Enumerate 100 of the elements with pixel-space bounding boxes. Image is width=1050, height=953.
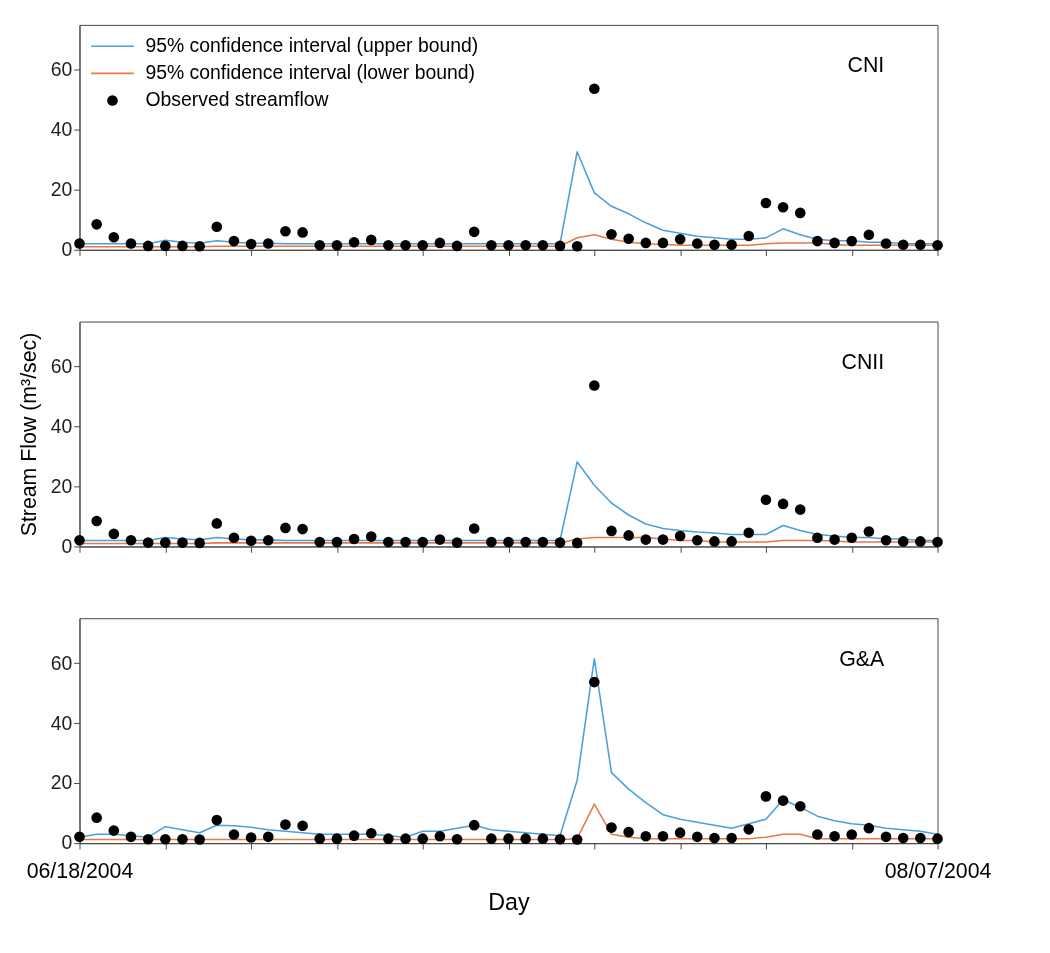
point (383, 833, 394, 844)
point (262, 238, 274, 249)
point (177, 537, 188, 548)
point (211, 518, 223, 529)
point (794, 207, 806, 219)
y-tick-label: 60 (50, 354, 73, 377)
point (91, 515, 102, 527)
point (314, 536, 326, 548)
y-tick-label: 20 (50, 771, 73, 794)
point (91, 812, 102, 823)
point (331, 240, 343, 251)
point (417, 240, 429, 251)
point (915, 832, 926, 844)
point (606, 525, 617, 537)
point (709, 536, 720, 547)
point (691, 534, 703, 546)
point (863, 526, 875, 537)
point (760, 197, 772, 209)
x-tick-label: 08/07/2004 (884, 858, 992, 883)
point (331, 833, 343, 844)
point (657, 534, 669, 545)
point (228, 532, 240, 544)
point (348, 533, 360, 545)
point (640, 237, 652, 249)
point (314, 240, 326, 251)
point (589, 83, 600, 95)
y-tick-label: 0 (61, 831, 73, 854)
point (468, 819, 480, 831)
point (451, 240, 463, 252)
x-axis-title: Day (488, 888, 531, 915)
point (571, 537, 583, 549)
point (760, 791, 772, 802)
point (880, 534, 892, 546)
point (142, 537, 154, 548)
point (897, 832, 909, 844)
y-tick-label: 60 (50, 651, 73, 674)
point (897, 239, 909, 251)
point (777, 498, 789, 510)
point (211, 221, 223, 233)
point (245, 535, 257, 547)
point (451, 537, 463, 548)
point (640, 830, 652, 842)
point (400, 536, 411, 548)
point (486, 536, 497, 548)
point (674, 827, 686, 838)
point (794, 504, 806, 515)
legend-label: Observed streamflow (145, 88, 330, 111)
y-tick-label: 20 (50, 474, 73, 497)
point (365, 531, 377, 542)
point (897, 536, 909, 547)
point (760, 494, 772, 505)
x-tick-label: 06/18/2004 (26, 858, 134, 883)
legend-label: 95% confidence interval (lower bound) (145, 61, 476, 84)
point (606, 822, 617, 833)
point (400, 833, 411, 844)
point (177, 240, 188, 252)
point (417, 536, 429, 548)
point (571, 240, 583, 252)
point (554, 537, 566, 548)
point (880, 238, 892, 249)
point (537, 833, 549, 844)
point (657, 237, 669, 249)
point (554, 240, 566, 252)
point (503, 833, 514, 844)
point (520, 536, 531, 548)
point (674, 530, 686, 542)
point (365, 234, 377, 246)
point (245, 238, 257, 250)
point (486, 240, 497, 251)
point (108, 825, 120, 836)
point (915, 536, 926, 547)
point (915, 239, 926, 251)
point (108, 528, 120, 540)
point (777, 795, 789, 806)
point (829, 534, 840, 545)
point (794, 800, 806, 812)
point (932, 833, 943, 844)
point (554, 833, 566, 845)
y-tick-label: 0 (61, 238, 73, 261)
point (262, 534, 274, 546)
point (589, 676, 600, 688)
point (640, 534, 652, 545)
y-tick-label: 40 (50, 414, 73, 437)
point (194, 834, 205, 845)
point (228, 829, 240, 840)
point (846, 235, 858, 247)
point (846, 829, 858, 840)
point (932, 536, 943, 548)
point (571, 834, 583, 845)
point (297, 227, 308, 238)
point (280, 522, 291, 534)
y-tick-label: 20 (50, 178, 73, 201)
point (383, 240, 394, 251)
point (674, 234, 686, 245)
point (159, 537, 171, 548)
point (880, 831, 892, 843)
point (691, 831, 703, 843)
annotation: CNII (841, 350, 885, 375)
y-tick-label: 40 (50, 118, 73, 141)
point (365, 827, 377, 839)
